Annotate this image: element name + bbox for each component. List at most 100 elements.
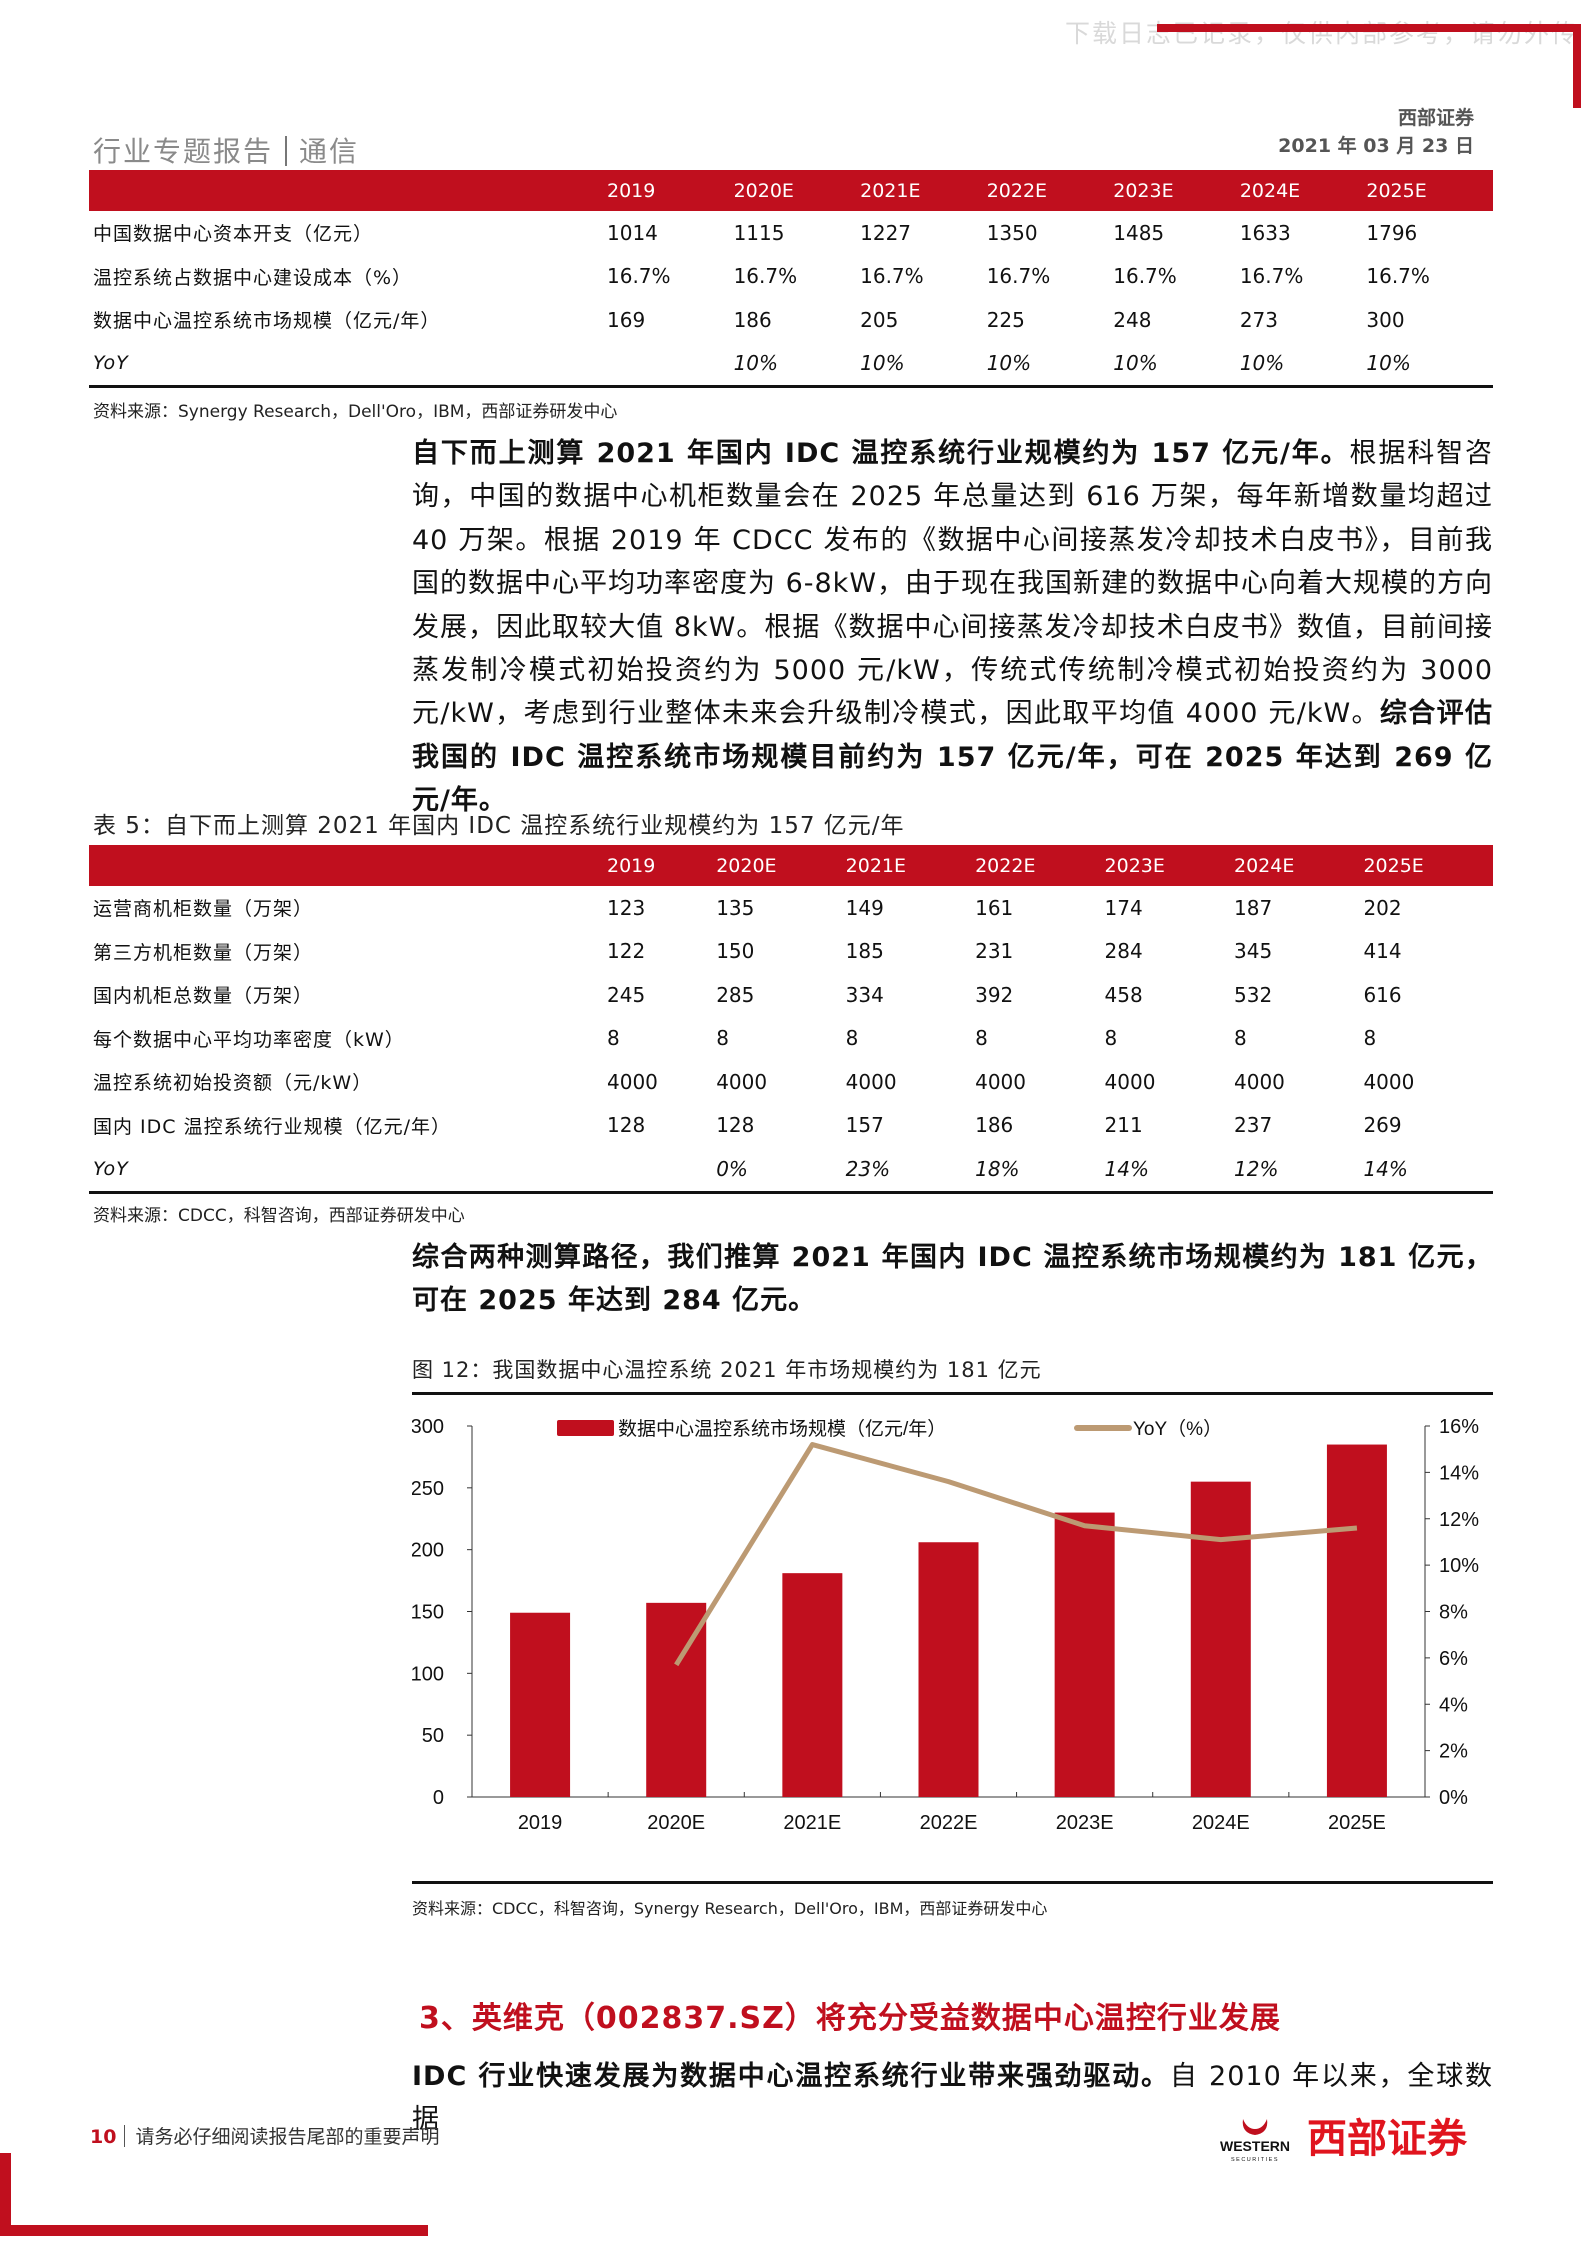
table-cell: 16.7% bbox=[607, 264, 671, 289]
table5-source: 资料来源：CDCC，科智咨询，西部证券研发中心 bbox=[93, 1206, 465, 1226]
right-tick-label: 12% bbox=[1439, 1509, 1479, 1531]
section3-body: 自 2010 年以来，全球数据 bbox=[412, 2061, 1494, 2136]
table-row: 温控系统初始投资额（元/kW） 4000 4000 4000 4000 4000 4000 4… bbox=[89, 1060, 1493, 1104]
table-cell: 8 bbox=[1104, 1026, 1118, 1051]
table-cell: 1115 bbox=[733, 220, 785, 245]
figure-bottom-rule bbox=[412, 1881, 1493, 1884]
table-cell: 231 bbox=[975, 939, 1014, 964]
table-cell: 149 bbox=[845, 895, 884, 920]
table-cell: 16.7% bbox=[733, 264, 798, 289]
table-cell: 128 bbox=[607, 1113, 646, 1138]
table-cell: 202 bbox=[1363, 895, 1402, 920]
table-cell: 14% bbox=[1363, 1147, 1493, 1194]
table-cell: 237 bbox=[1234, 1113, 1273, 1138]
left-tick-label: 250 bbox=[412, 1478, 444, 1500]
left-tick-label: 100 bbox=[412, 1663, 444, 1685]
left-tick-label: 0 bbox=[433, 1787, 444, 1809]
x-tick-label: 2021E bbox=[783, 1812, 841, 1834]
table-cell: 10% bbox=[733, 341, 861, 388]
table-header-row: 2019 2020E 2021E 2022E 2023E 2024E 2025E bbox=[89, 170, 1493, 211]
table-cell: 616 bbox=[1363, 982, 1402, 1007]
table-cell bbox=[607, 1147, 717, 1194]
legend-line-label: YoY（%） bbox=[1133, 1418, 1222, 1440]
column-header: 2022E bbox=[975, 845, 1105, 886]
table-cell: 185 bbox=[845, 939, 884, 964]
report-header: 行业专题报告 通信 bbox=[93, 130, 359, 170]
table-header-row: 2019 2020E 2021E 2022E 2023E 2024E 2025E bbox=[89, 845, 1493, 886]
row-label: 国内机柜总数量（万架） bbox=[93, 985, 314, 1008]
right-tick-label: 14% bbox=[1439, 1462, 1479, 1484]
table-cell bbox=[607, 341, 734, 388]
paragraph-bold-lead: 自下而上测算 2021 年国内 IDC 温控系统行业规模约为 157 亿元/年。 bbox=[412, 438, 1350, 469]
table-cell: 16.7% bbox=[986, 264, 1051, 289]
table-cell: 12% bbox=[1234, 1147, 1364, 1194]
bar-2024E bbox=[1190, 1481, 1251, 1797]
table-cell: 135 bbox=[716, 895, 755, 920]
table-cell: 187 bbox=[1234, 895, 1273, 920]
bar-2022E bbox=[918, 1542, 979, 1797]
table-cell: 128 bbox=[716, 1113, 755, 1138]
row-label: YoY bbox=[89, 341, 607, 388]
table-cell: 273 bbox=[1239, 307, 1278, 332]
table-row: YoY 0% 23% 18% 14% 12% 14% bbox=[89, 1147, 1493, 1194]
x-tick-label: 2023E bbox=[1056, 1812, 1114, 1834]
row-label: 温控系统初始投资额（元/kW） bbox=[93, 1072, 373, 1095]
column-header: 2020E bbox=[716, 845, 846, 886]
table-cell: 4000 bbox=[845, 1069, 897, 1094]
footer: 10 请务必仔细阅读报告尾部的重要声明 bbox=[90, 2122, 439, 2149]
table-cell: 157 bbox=[845, 1113, 884, 1138]
column-header: 2025E bbox=[1366, 170, 1493, 211]
report-date: 2021 年 03 月 23 日 bbox=[1278, 135, 1474, 157]
column-header: 2025E bbox=[1363, 845, 1493, 886]
table-cell: 4000 bbox=[975, 1069, 1026, 1094]
column-header: 2023E bbox=[1113, 170, 1240, 211]
legend-bar-swatch bbox=[557, 1420, 614, 1436]
table-cell: 161 bbox=[975, 895, 1014, 920]
table-cell: 18% bbox=[975, 1147, 1105, 1194]
row-label: 中国数据中心资本开支（亿元） bbox=[93, 223, 374, 246]
left-tick-label: 300 bbox=[412, 1416, 444, 1438]
bar-2021E bbox=[782, 1573, 843, 1797]
figure-caption: 图 12：我国数据中心温控系统 2021 年市场规模约为 181 亿元 bbox=[412, 1358, 1042, 1382]
paragraph-body: 根据科智咨询，中国的数据中心机柜数量会在 2025 年总量达到 616 万架，每… bbox=[412, 438, 1494, 730]
table-row: 国内机柜总数量（万架） 245 285 334 392 458 532 616 bbox=[89, 973, 1493, 1017]
table-cell: 4000 bbox=[716, 1069, 768, 1094]
table-row: 运营商机柜数量（万架） 123 135 149 161 174 187 202 bbox=[89, 886, 1493, 930]
table-cell: 8 bbox=[1234, 1026, 1247, 1051]
column-header: 2024E bbox=[1234, 845, 1364, 886]
column-header: 2021E bbox=[860, 170, 987, 211]
table-cell: 8 bbox=[975, 1026, 988, 1051]
header-brand: 西部证券 bbox=[1397, 107, 1474, 129]
table-cell: 334 bbox=[845, 982, 884, 1007]
table-cell: 269 bbox=[1363, 1113, 1402, 1138]
logo-en-sub: SECURITIES bbox=[1231, 2157, 1279, 2163]
footer-accent-bar-vertical bbox=[0, 2153, 11, 2236]
column-header: 2021E bbox=[845, 845, 976, 886]
table-cell: 414 bbox=[1363, 939, 1402, 964]
figure-top-rule bbox=[412, 1392, 1493, 1395]
x-tick-label: 2025E bbox=[1328, 1812, 1386, 1834]
x-tick-label: 2019 bbox=[518, 1812, 563, 1834]
logo-cn: 西部证券 bbox=[1307, 2116, 1467, 2162]
table-cell: 4000 bbox=[1234, 1069, 1285, 1094]
x-tick-label: 2020E bbox=[647, 1812, 705, 1834]
table-row: 数据中心温控系统市场规模（亿元/年） 169 186 205 225 248 273 300 bbox=[89, 298, 1493, 342]
table-cell: 345 bbox=[1234, 939, 1273, 964]
section-heading: 3、英维克（002837.SZ）将充分受益数据中心温控行业发展 bbox=[419, 2001, 1281, 2036]
header-blank bbox=[89, 170, 607, 211]
table-cell: 10% bbox=[986, 341, 1114, 388]
column-header: 2019 bbox=[607, 170, 734, 211]
row-label: 国内 IDC 温控系统行业规模（亿元/年） bbox=[93, 1115, 451, 1138]
column-header: 2022E bbox=[986, 170, 1114, 211]
header-divider bbox=[285, 136, 288, 166]
paragraph-bottom-up-estimate: 自下而上测算 2021 年国内 IDC 温控系统行业规模约为 157 亿元/年。… bbox=[412, 432, 1493, 823]
table-cell: 1227 bbox=[860, 220, 912, 245]
table-cell: 169 bbox=[607, 307, 646, 332]
table-cell: 1796 bbox=[1366, 220, 1418, 245]
table-cell: 300 bbox=[1366, 307, 1405, 332]
table-cell: 1350 bbox=[986, 220, 1038, 245]
row-label: 温控系统占数据中心建设成本（%） bbox=[93, 266, 413, 289]
table5-caption: 表 5：自下而上测算 2021 年国内 IDC 温控系统行业规模约为 157 亿… bbox=[93, 813, 905, 839]
table-cell: 16.7% bbox=[860, 264, 924, 289]
table-cell: 4000 bbox=[1363, 1069, 1415, 1094]
